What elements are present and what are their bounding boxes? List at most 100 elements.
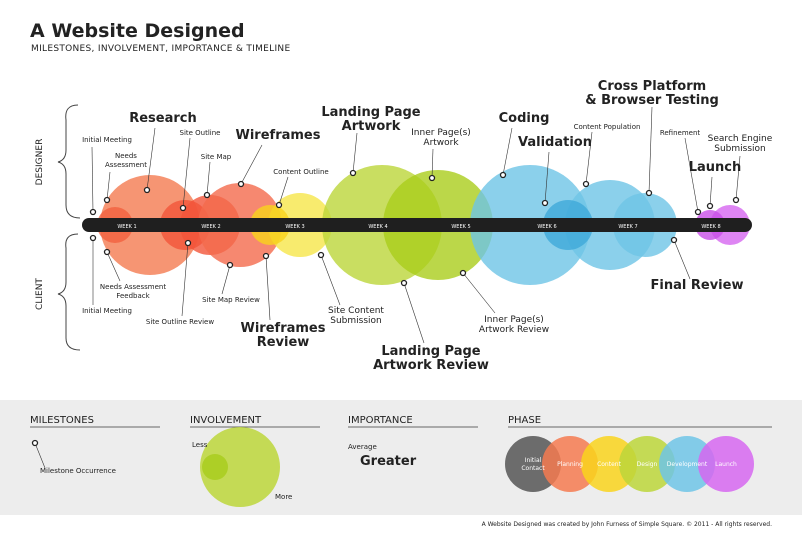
milestone-label: & Browser Testing bbox=[585, 93, 719, 108]
phase-circle bbox=[542, 436, 598, 492]
leader bbox=[278, 176, 289, 206]
leader bbox=[648, 106, 653, 194]
milestone-dot bbox=[226, 261, 234, 269]
milestone-label: Site Map bbox=[201, 153, 232, 161]
leader bbox=[265, 255, 271, 321]
milestone-label: Review bbox=[257, 335, 310, 350]
milestone-label: Submission bbox=[714, 144, 766, 154]
milestone-label: Initial Meeting bbox=[82, 136, 132, 144]
milestone-dot bbox=[184, 239, 192, 247]
milestone-dot bbox=[694, 208, 702, 216]
milestone-label: Refinement bbox=[660, 129, 701, 137]
milestone-label: Artwork Review bbox=[373, 358, 489, 373]
phase-label: Launch bbox=[715, 461, 737, 468]
phase-label: Development bbox=[667, 461, 708, 468]
milestone-dot bbox=[582, 180, 590, 188]
milestone-label: Submission bbox=[330, 316, 382, 326]
legend-text: Greater bbox=[360, 454, 417, 469]
leader bbox=[146, 127, 156, 191]
brace bbox=[57, 104, 81, 219]
leader bbox=[181, 242, 189, 317]
milestone-label: Content Population bbox=[574, 123, 641, 131]
milestone-dot bbox=[89, 208, 97, 216]
week-label: WEEK 4 bbox=[368, 224, 387, 230]
legend-heading: INVOLVEMENT bbox=[190, 415, 262, 426]
milestone-dot bbox=[706, 202, 714, 210]
milestone-dot bbox=[275, 201, 283, 209]
milestone-dot bbox=[203, 191, 211, 199]
milestone-dot bbox=[670, 236, 678, 244]
milestone-label: Search Engine bbox=[708, 134, 773, 144]
milestone-label: Validation bbox=[518, 135, 592, 150]
leader bbox=[431, 148, 434, 179]
week-label: WEEK 5 bbox=[451, 224, 470, 230]
phase-label: Design bbox=[637, 461, 658, 468]
week-label: WEEK 1 bbox=[117, 224, 136, 230]
brace bbox=[57, 233, 81, 351]
leader bbox=[320, 254, 341, 306]
milestone-dot bbox=[499, 171, 507, 179]
milestone-label: Needs bbox=[115, 152, 137, 160]
leader bbox=[106, 171, 111, 201]
milestone-label: Site Outline Review bbox=[146, 318, 214, 326]
leader bbox=[684, 137, 699, 213]
side-label: DESIGNER bbox=[35, 139, 45, 186]
legend-text: More bbox=[275, 493, 292, 501]
milestone-dot bbox=[459, 269, 467, 277]
milestone-dot bbox=[31, 439, 39, 447]
leader bbox=[206, 161, 211, 196]
milestone-label: Inner Page(s) bbox=[411, 128, 471, 138]
title: A Website Designed bbox=[30, 20, 245, 42]
legend-text: Less bbox=[192, 441, 208, 449]
milestone-dot bbox=[179, 204, 187, 212]
milestone-label: Launch bbox=[689, 160, 742, 175]
milestone-dot bbox=[103, 248, 111, 256]
milestone-label: Artwork bbox=[423, 138, 459, 148]
footer: A Website Designed was created by John F… bbox=[482, 521, 773, 528]
milestone-label: Artwork Review bbox=[479, 325, 549, 335]
milestone-label: Artwork bbox=[342, 119, 401, 134]
leader bbox=[673, 239, 691, 280]
leader bbox=[182, 137, 191, 209]
milestone-label: Site Content bbox=[328, 306, 384, 316]
leader bbox=[709, 176, 713, 207]
phase-label: Initial bbox=[525, 457, 542, 464]
phase-label: Contact bbox=[521, 465, 545, 472]
leader bbox=[735, 155, 741, 201]
milestone-label: Site Outline bbox=[180, 129, 221, 137]
milestone-label: Assessment bbox=[105, 161, 147, 169]
week-label: WEEK 3 bbox=[285, 224, 304, 230]
involvement-circle bbox=[202, 454, 228, 480]
milestone-dot bbox=[732, 196, 740, 204]
leader bbox=[502, 127, 513, 176]
legend-heading: PHASE bbox=[508, 415, 541, 426]
leader bbox=[403, 282, 425, 344]
milestone-label: Site Map Review bbox=[202, 296, 260, 304]
milestone-dot bbox=[428, 174, 436, 182]
milestone-label: Coding bbox=[499, 111, 550, 126]
leader bbox=[91, 146, 94, 213]
leader bbox=[240, 144, 263, 185]
milestone-dot bbox=[400, 279, 408, 287]
milestone-dot bbox=[89, 234, 97, 242]
milestone-label: Inner Page(s) bbox=[484, 315, 544, 325]
week-label: WEEK 7 bbox=[618, 224, 637, 230]
labels: WEEK 1 WEEK 2 WEEK 3 WEEK 4 WEEK 5 WEEK 6 WEEK… bbox=[82, 79, 773, 373]
milestone-label: Feedback bbox=[116, 292, 150, 300]
milestone-label: Cross Platform bbox=[598, 79, 706, 94]
leader bbox=[106, 251, 121, 282]
phase-label: Planning bbox=[557, 461, 583, 468]
legend-heading: IMPORTANCE bbox=[348, 415, 413, 426]
leader bbox=[352, 132, 358, 174]
involvement-circle bbox=[200, 427, 280, 507]
side-label: CLIENT bbox=[35, 278, 45, 310]
legend-heading: MILESTONES bbox=[30, 415, 94, 426]
milestone-label: Needs Assessment bbox=[100, 283, 166, 291]
milestone-dot bbox=[317, 251, 325, 259]
milestone-dot bbox=[349, 169, 357, 177]
leader bbox=[544, 151, 550, 204]
legend-text: Average bbox=[348, 443, 377, 451]
milestone-dot bbox=[541, 199, 549, 207]
